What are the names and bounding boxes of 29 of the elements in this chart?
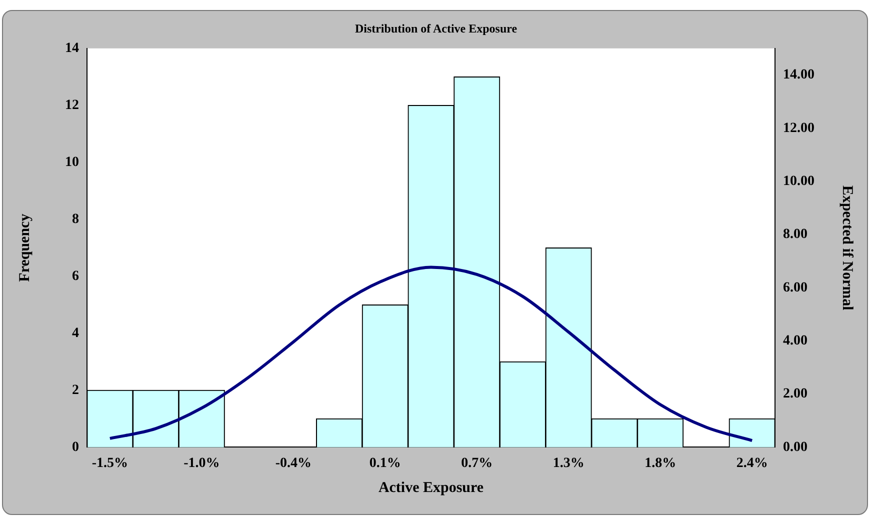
y-tick-label: 4	[72, 326, 79, 341]
x-axis-title: Active Exposure	[378, 480, 484, 496]
y2-tick-label: 6.00	[783, 280, 808, 296]
x-tick-label: -0.4%	[275, 456, 312, 472]
y2-tick-label: 14.00	[783, 68, 814, 83]
x-tick-label: 0.7%	[461, 456, 493, 472]
y-tick-label: 2	[72, 382, 79, 398]
y-tick-label: 8	[72, 212, 79, 227]
y-tick-label: 0	[72, 440, 79, 455]
y-tick-label: 14	[65, 41, 79, 56]
y2-tick-label: 10.00	[783, 174, 814, 189]
y-axis-title: Frequency	[16, 213, 33, 282]
x-tick-label: -1.0%	[184, 456, 220, 472]
line-series	[108, 266, 754, 442]
x-tick-label: 2.4%	[736, 456, 768, 472]
y-tick-label: 10	[65, 154, 79, 170]
x-tick-label: 1.3%	[552, 456, 584, 472]
x-tick-label: 1.8%	[644, 456, 676, 472]
y-tick-label: 6	[72, 268, 79, 284]
y2-tick-label: 8.00	[783, 227, 808, 242]
x-tick-label: 0.1%	[369, 456, 401, 472]
x-tick-label: -1.5%	[92, 456, 128, 472]
y2-tick-label: 2.00	[783, 386, 808, 402]
y2-tick-label: 0.00	[783, 440, 808, 455]
y2-tick-label: 12.00	[783, 120, 814, 136]
chart-title: Distribution of Active Exposure	[354, 21, 518, 36]
y-tick-label: 12	[65, 98, 79, 113]
y2-axis-title: Expected if Normal	[839, 185, 856, 310]
y2-tick-label: 4.00	[783, 333, 808, 348]
